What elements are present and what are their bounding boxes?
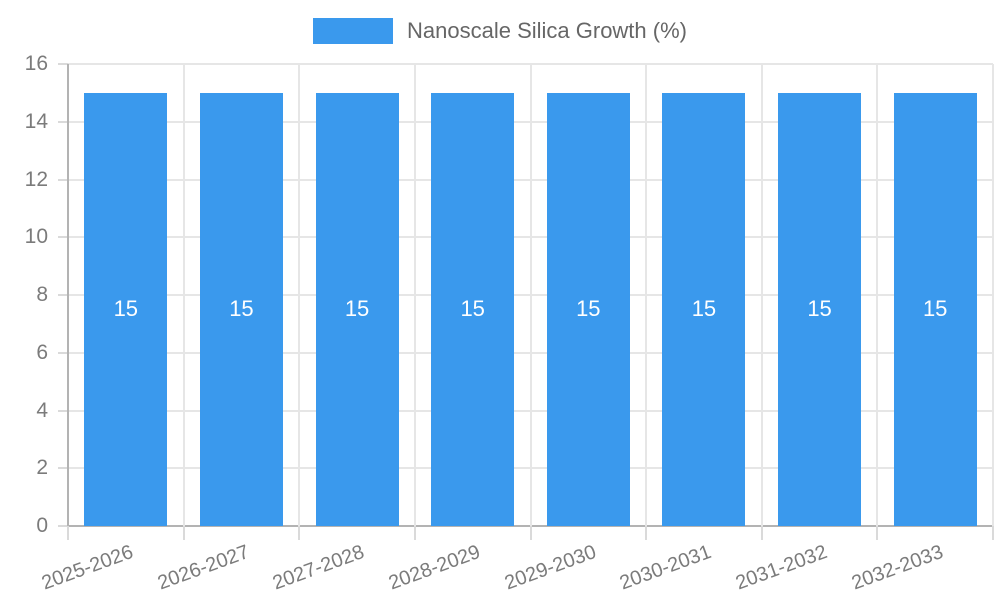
y-tick-mark [58,467,68,470]
y-tick-mark [58,525,68,527]
x-tick-mark [645,526,648,540]
bar[interactable] [893,92,977,526]
y-tick-mark [58,236,68,239]
x-axis-label: 2030-2031 [617,541,715,595]
x-grid-line [413,64,416,526]
x-grid-line [529,64,532,526]
legend-item[interactable]: Nanoscale Silica Growth (%) [313,18,687,44]
chart-legend: Nanoscale Silica Growth (%) [0,18,1000,44]
x-grid-line [298,64,301,526]
bar-value-label: 15 [691,296,717,322]
y-axis-label: 6 [36,340,48,364]
y-tick-mark [58,178,68,181]
y-axis-label: 0 [36,514,48,537]
x-grid-line [182,64,185,526]
x-tick-mark [413,526,416,540]
bar[interactable] [546,92,630,526]
bar-value-label: 15 [460,296,485,322]
y-axis-label: 14 [24,109,48,133]
x-tick-mark [529,526,532,540]
x-axis-label: 2032-2033 [848,541,946,595]
x-grid-line [992,64,994,526]
y-axis-label: 2 [36,456,48,480]
x-tick-mark [298,526,301,540]
x-axis-label: 2028-2029 [385,541,484,595]
bar-value-label: 15 [344,296,370,322]
legend-color-swatch [313,18,393,44]
bar-value-label: 15 [229,296,254,322]
x-axis-label: 2029-2030 [501,541,599,595]
x-grid-line [645,64,648,526]
bar[interactable] [315,92,399,526]
legend-label: Nanoscale Silica Growth (%) [407,18,687,43]
y-axis-line [67,64,69,526]
x-axis-label: 2027-2028 [270,541,368,595]
y-axis-label: 4 [36,398,48,422]
x-axis-label: 2031-2032 [732,541,831,595]
bar-value-label: 15 [113,296,139,322]
bar-value-label: 15 [576,296,601,322]
bar[interactable] [84,92,168,526]
y-tick-mark [58,63,68,65]
x-tick-mark [67,526,69,540]
bar-value-label: 15 [922,296,948,322]
y-axis-label: 10 [24,225,48,249]
x-axis-label: 2026-2027 [154,541,252,595]
y-tick-mark [58,294,68,296]
x-tick-mark [182,526,185,540]
x-tick-mark [876,526,879,540]
y-tick-mark [58,409,68,412]
x-grid-line [760,64,763,526]
y-axis-label: 8 [36,283,48,306]
x-axis-label: 2025-2026 [38,541,137,595]
x-grid-line [876,64,879,526]
y-tick-mark [58,120,68,123]
x-tick-mark [760,526,763,540]
bar[interactable] [778,92,862,526]
bar[interactable] [662,92,746,526]
x-tick-mark [992,526,994,540]
bar[interactable] [431,92,515,526]
y-axis-label: 12 [24,167,48,191]
bar-value-label: 15 [807,296,832,322]
y-tick-mark [58,351,68,354]
y-axis-label: 16 [24,52,48,75]
bar[interactable] [199,92,283,526]
